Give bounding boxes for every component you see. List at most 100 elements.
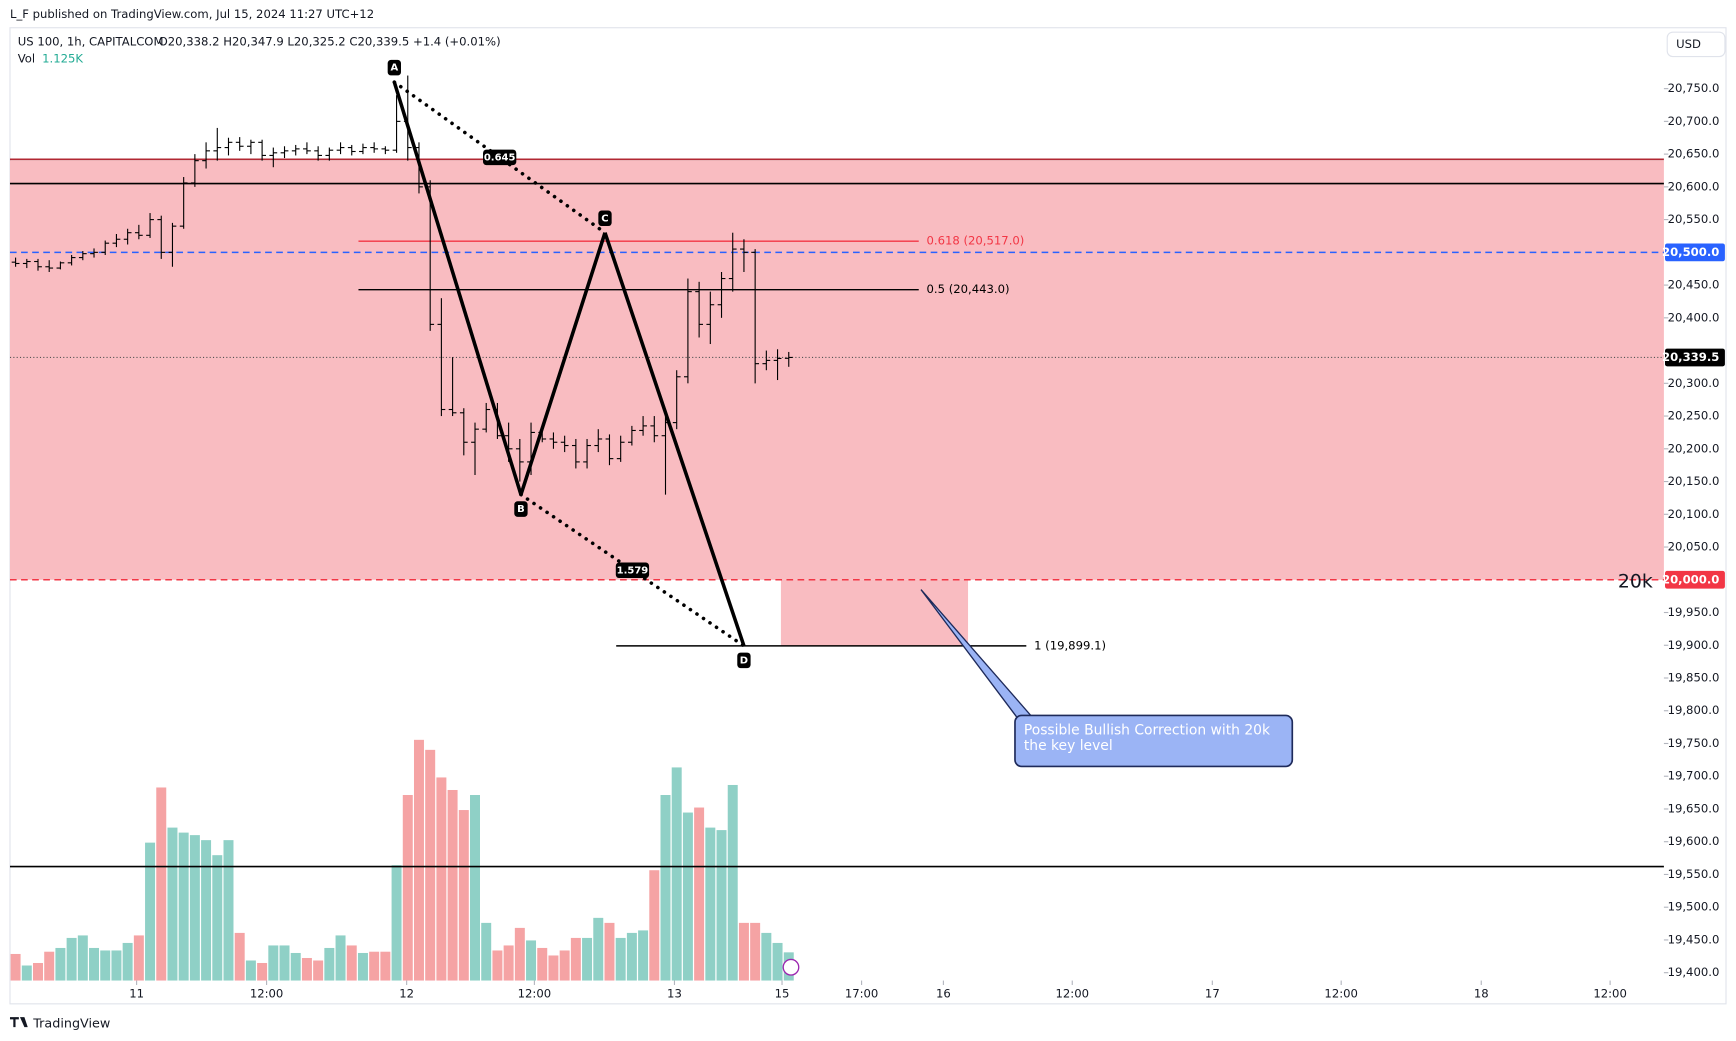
price-line-label: 20,500.0 bbox=[1662, 245, 1719, 259]
y-tick-label: 20,150.0 bbox=[1668, 474, 1720, 488]
volume-bar bbox=[21, 965, 32, 981]
x-tick-label: 16 bbox=[936, 986, 951, 1000]
x-tick-label: 17:00 bbox=[845, 986, 879, 1000]
currency[interactable]: USD bbox=[1676, 37, 1701, 51]
y-tick-label: 19,600.0 bbox=[1668, 834, 1720, 848]
volume-bar bbox=[470, 794, 480, 981]
volume-bar bbox=[593, 917, 604, 981]
last-price-tag bbox=[1665, 348, 1725, 367]
y-tick-label: 20,700.0 bbox=[1668, 114, 1720, 128]
volume-bar bbox=[660, 794, 671, 981]
x-tick-label: 13 bbox=[667, 986, 682, 1000]
x-tick-label: 12:00 bbox=[1055, 986, 1089, 1000]
volume-bar bbox=[301, 957, 312, 981]
volume-bar bbox=[705, 827, 716, 981]
y-tick-label: 20,550.0 bbox=[1668, 212, 1720, 226]
y-tick-label: 19,950.0 bbox=[1668, 605, 1720, 619]
volume-bar bbox=[626, 932, 637, 981]
fib-label: 0.618 (20,517.0) bbox=[927, 234, 1025, 248]
volume-bar bbox=[682, 812, 693, 981]
y-tick-label: 19,900.0 bbox=[1668, 638, 1720, 652]
volume-bar bbox=[44, 951, 55, 981]
volume-bar bbox=[145, 842, 156, 981]
pattern-leg bbox=[603, 232, 746, 647]
volume-bar bbox=[514, 927, 525, 981]
currency-button[interactable] bbox=[1666, 31, 1726, 58]
volume-bar bbox=[133, 935, 144, 981]
volume-bar bbox=[671, 767, 682, 981]
volume-bar bbox=[638, 930, 649, 981]
y-tick-label: 19,450.0 bbox=[1668, 932, 1720, 946]
fib-label: 1 (19,899.1) bbox=[1034, 638, 1106, 652]
volume-bar bbox=[100, 950, 111, 981]
y-tick-label: 20,100.0 bbox=[1668, 507, 1720, 521]
volume-bar bbox=[268, 945, 279, 981]
plot: 0.618 (20,517.0) 0.5 (20,443.0) 1 (19,899.… bbox=[9, 59, 1725, 1000]
y-tick-label: 19,700.0 bbox=[1668, 769, 1720, 783]
x-tick-label: 12:00 bbox=[1324, 986, 1358, 1000]
x-tick-label: 12 bbox=[399, 986, 414, 1000]
volume-bar bbox=[313, 960, 324, 981]
volume-bar bbox=[447, 789, 458, 981]
fib-label: 0.5 (20,443.0) bbox=[927, 282, 1010, 296]
volume-bar bbox=[391, 865, 402, 981]
volume-bar bbox=[727, 784, 738, 981]
volume-bar bbox=[649, 870, 660, 981]
volume-bar bbox=[772, 942, 783, 981]
volume-bar bbox=[615, 937, 626, 981]
level-note: 20k bbox=[1618, 571, 1653, 592]
y-tick-label: 19,650.0 bbox=[1668, 801, 1720, 815]
last-price-label: 20,339.5 bbox=[1662, 350, 1719, 364]
callout-text: Possible Bullish Correction with 20k the… bbox=[1023, 720, 1271, 754]
footer: TradingView bbox=[32, 1016, 110, 1031]
y-tick-label: 20,450.0 bbox=[1668, 278, 1720, 292]
volume-bar bbox=[604, 922, 615, 981]
volume-bar bbox=[750, 922, 761, 981]
point-box bbox=[514, 501, 528, 517]
x-tick-label: 12:00 bbox=[250, 986, 284, 1000]
y-tick-label: 20,050.0 bbox=[1668, 540, 1720, 554]
volume-bar bbox=[33, 962, 43, 981]
volume-bar bbox=[559, 950, 570, 981]
volume-bar bbox=[122, 942, 133, 981]
volume-bar bbox=[290, 952, 301, 981]
point-box bbox=[737, 652, 751, 669]
volume-bar bbox=[55, 947, 66, 981]
target-box bbox=[780, 579, 969, 646]
volume-bar bbox=[503, 945, 514, 981]
y-tick-label: 20,300.0 bbox=[1668, 376, 1720, 390]
volume-bar bbox=[413, 739, 424, 981]
y-tick-label: 19,750.0 bbox=[1668, 736, 1720, 750]
pattern-leg bbox=[519, 232, 607, 496]
volume-bar bbox=[324, 947, 335, 981]
volume-bar bbox=[167, 827, 178, 981]
y-tick-label: 20,400.0 bbox=[1668, 310, 1720, 324]
volume-bar bbox=[257, 962, 268, 981]
x-tick-label: 17 bbox=[1205, 986, 1220, 1000]
ratio-box bbox=[615, 562, 650, 579]
volume-bar bbox=[223, 840, 234, 981]
point-label: A bbox=[390, 63, 398, 74]
pattern-leg bbox=[392, 81, 523, 496]
ohlc-legend: O20,338.2 H20,347.9 L20,325.2 C20,339.5 … bbox=[159, 35, 501, 49]
x-tick-label: 18 bbox=[1474, 986, 1489, 1000]
volume-bar bbox=[436, 777, 447, 981]
event-icon bbox=[782, 958, 800, 976]
volume-bar bbox=[425, 749, 436, 981]
volume-bar bbox=[402, 794, 413, 981]
y-tick-label: 19,500.0 bbox=[1668, 900, 1720, 914]
volume-bar bbox=[66, 937, 77, 981]
callout-box bbox=[1014, 714, 1294, 768]
volume-bar bbox=[111, 950, 122, 981]
volume-bar bbox=[526, 940, 537, 981]
y-tick-label: 20,200.0 bbox=[1668, 441, 1720, 455]
x-tick-label: 12:00 bbox=[1593, 986, 1627, 1000]
volume-bar bbox=[357, 952, 368, 981]
volume-bar bbox=[335, 935, 346, 981]
volume-bar bbox=[156, 787, 167, 981]
ratio-label: 1.579 bbox=[617, 565, 649, 576]
logo-icon bbox=[9, 1017, 28, 1028]
price-line-label: 20,000.0 bbox=[1662, 572, 1719, 586]
volume-bar bbox=[481, 922, 492, 981]
